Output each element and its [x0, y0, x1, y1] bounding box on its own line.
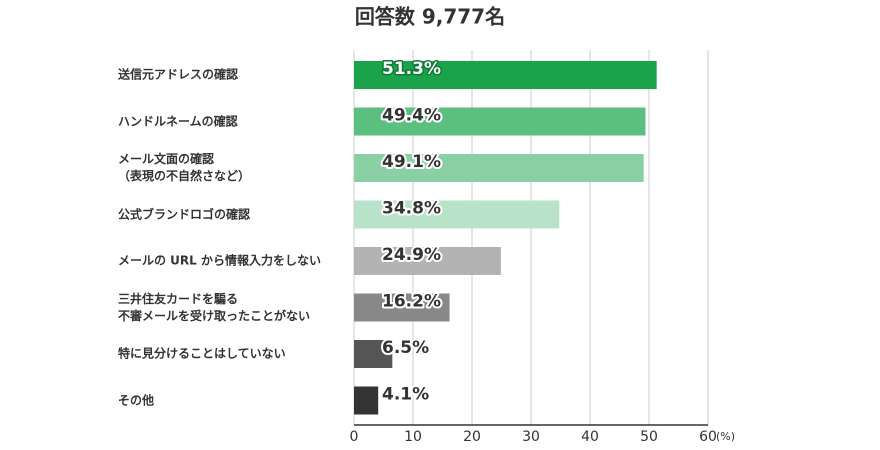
value-label: 24.9% — [382, 245, 441, 265]
x-tick-label: 50 — [640, 429, 658, 445]
bar — [354, 107, 646, 136]
category-label: メール文面の確認 （表現の不自然さなど） — [118, 152, 251, 183]
category-label: 特に見分けることはしていない — [118, 346, 286, 361]
value-label: 51.3% — [382, 59, 441, 79]
bar — [354, 247, 501, 275]
x-tick-label: 10 — [404, 429, 422, 445]
category-label: メールの URL から情報入力をしない — [118, 253, 321, 268]
value-label: 49.1% — [382, 152, 441, 172]
bar — [354, 340, 393, 368]
x-tick-label: 20 — [463, 429, 481, 445]
value-label: 49.4% — [382, 106, 441, 126]
value-label: 4.1% — [382, 385, 429, 405]
value-label: 34.8% — [382, 199, 441, 219]
chart-title: 回答数 9,777名 — [355, 5, 505, 29]
x-tick-label: 40 — [581, 429, 599, 445]
bar — [354, 293, 450, 322]
x-axis-label: (%) — [716, 430, 735, 443]
category-label: 送信元アドレスの確認 — [118, 67, 239, 82]
bar — [354, 200, 560, 229]
bar — [354, 154, 644, 182]
bar — [354, 386, 379, 415]
value-label: 16.2% — [382, 292, 441, 312]
category-label: ハンドルネームの確認 — [118, 114, 238, 128]
x-tick-label: 60 — [699, 429, 717, 445]
category-label: その他 — [118, 393, 155, 407]
x-tick-label: 30 — [522, 429, 540, 445]
category-label: 公式ブランドロゴの確認 — [118, 207, 251, 221]
value-label: 6.5% — [382, 338, 429, 358]
category-label: 三井住友カードを騙る 不審メールを受け取ったことがない — [118, 291, 311, 323]
x-tick-label: 0 — [350, 429, 359, 445]
bar — [354, 61, 657, 89]
